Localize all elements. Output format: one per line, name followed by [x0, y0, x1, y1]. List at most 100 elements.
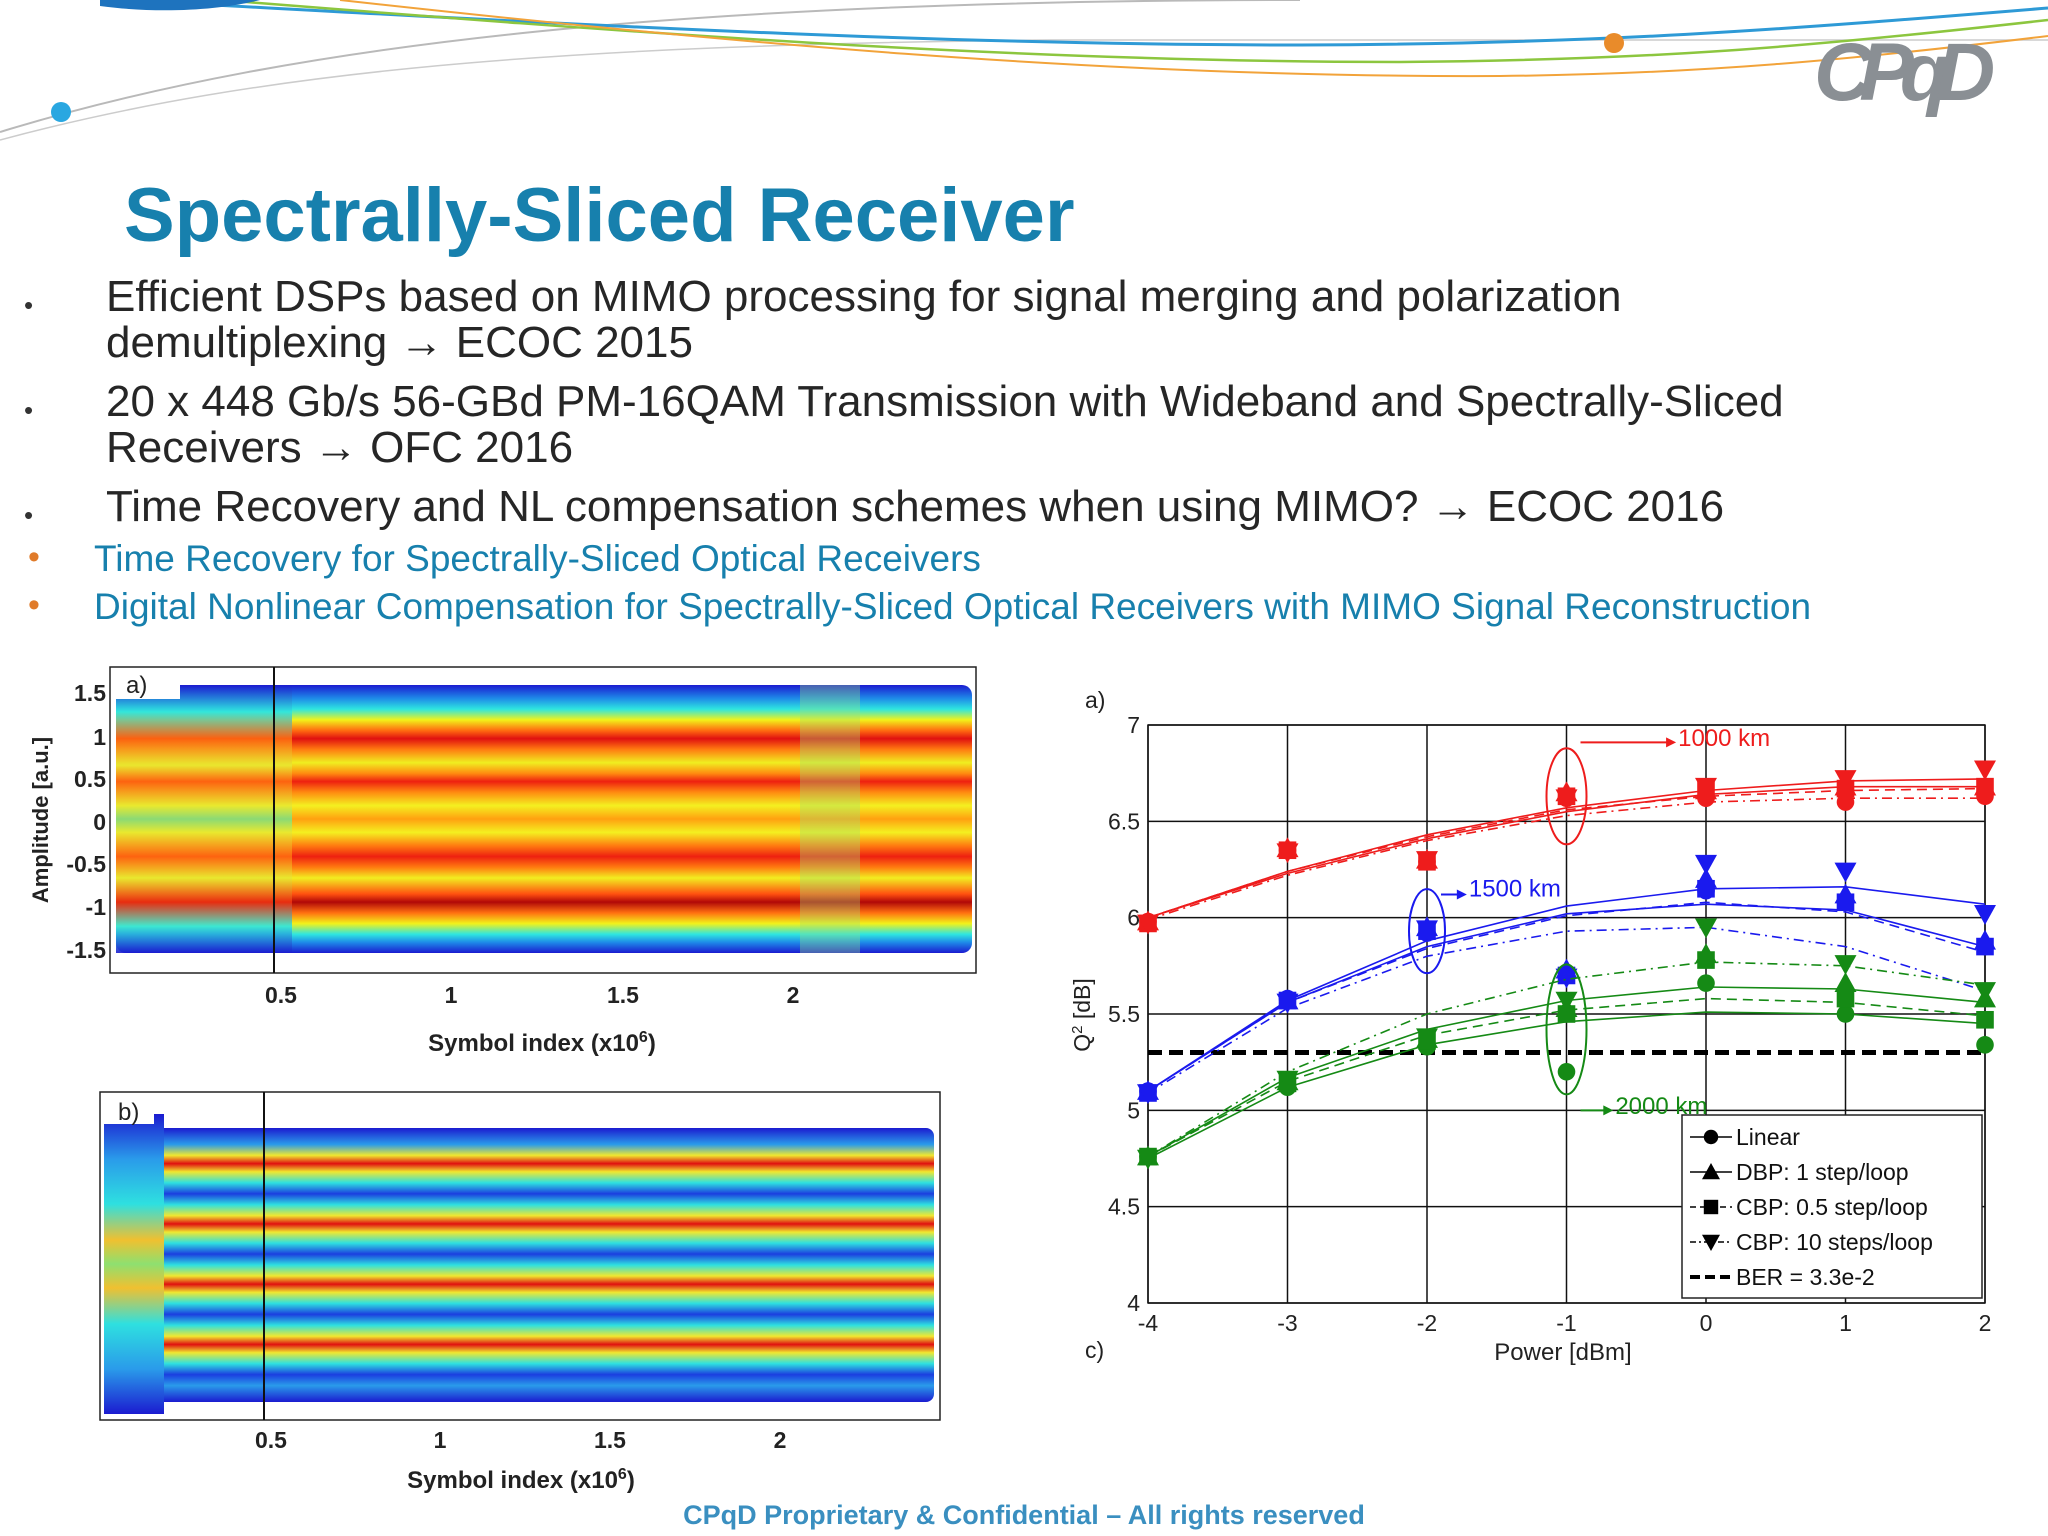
q2-vs-power-chart: a) c) Q2 [dB] Power [dBm] -4 -3 -2 -1 0 1 2 4 4.…	[1069, 687, 1996, 1366]
slide-title: Spectrally-Sliced Receiver	[124, 173, 1075, 258]
y-tick-label: 7	[1127, 712, 1140, 738]
x-tick-label: -2	[1417, 1310, 1437, 1336]
marker-triangle-down	[1416, 920, 1438, 941]
sub-bullet-dot-icon: •	[28, 538, 40, 576]
x-tick-label: -3	[1277, 1310, 1297, 1336]
annotation-ellipse	[1545, 963, 1588, 1096]
marker-triangle-up	[1834, 972, 1857, 992]
marker-triangle-down	[1834, 862, 1857, 883]
marker-triangle-down	[1702, 1234, 1720, 1251]
heatmap-b-xlabel: Symbol index (x106)	[407, 1466, 635, 1494]
bullet-1-line-2: demultiplexing → ECOC 2015	[106, 318, 693, 367]
marker-triangle-up	[1702, 1163, 1720, 1180]
marker-triangle-down	[1974, 905, 1996, 925]
orange-dot-icon	[1604, 33, 1624, 53]
footer-confidential: CPqD Proprietary & Confidential – All ri…	[683, 1500, 1365, 1530]
marker-square	[1976, 1010, 1994, 1029]
marker-triangle-down	[1276, 993, 1299, 1014]
marker-triangle-down	[1974, 982, 1996, 1002]
marker-triangle-down	[1416, 851, 1438, 871]
legend-label: CBP: 0.5 step/loop	[1736, 1194, 1928, 1220]
heatmap-a-xlabel: Symbol index (x106)	[428, 1029, 656, 1057]
marker-triangle-down	[1137, 914, 1159, 935]
marker-square	[1836, 893, 1855, 912]
marker-square	[1976, 937, 1994, 956]
annotation-arrowhead	[1603, 1105, 1614, 1116]
annotation-label: 1500 km	[1469, 875, 1561, 902]
marker-square	[1697, 879, 1715, 898]
x-tick: 0.5	[255, 1427, 287, 1453]
heatmap-b-figure: b) 0.5 1 1.5 2 Symbol index (x106)	[99, 1091, 941, 1494]
legend-label: DBP: 1 step/loop	[1736, 1159, 1909, 1185]
sub-bullet-2: Digital Nonlinear Compensation for Spect…	[94, 586, 1812, 627]
y-tick: -1	[86, 894, 107, 920]
marker-triangle-down	[1555, 789, 1578, 810]
chart-panel-label-top: a)	[1085, 687, 1105, 713]
cpqd-logo: CPqD	[1814, 27, 2007, 118]
marker-triangle-down	[1555, 991, 1578, 1012]
x-tick: 2	[774, 1427, 787, 1453]
marker-triangle-down	[1137, 1084, 1159, 1104]
y-tick: -1.5	[66, 937, 106, 963]
y-tick-label: 6.5	[1108, 808, 1140, 834]
marker-square	[1697, 951, 1715, 969]
bullet-dot-icon: •	[24, 395, 34, 425]
marker-square	[1557, 1005, 1576, 1023]
marker-triangle-down	[1834, 955, 1857, 975]
y-tick-label: 4.5	[1108, 1194, 1140, 1220]
marker-square	[1703, 1199, 1719, 1215]
blue-dot-icon	[51, 102, 71, 122]
bullet-2-line-1: 20 x 448 Gb/s 56-GBd PM-16QAM Transmissi…	[106, 377, 1784, 426]
marker-triangle-down	[1276, 843, 1299, 864]
chart-panel-label-bottom: c)	[1085, 1337, 1104, 1363]
x-tick: 1.5	[607, 982, 639, 1008]
bullet-dot-icon: •	[24, 500, 34, 530]
heatmap-a-figure: a) 1.5 1 0.5 0 -0.5 -1 -1.5 0.5 1 1.5 2 …	[28, 666, 977, 1057]
y-tick: 0.5	[74, 766, 106, 792]
marker-triangle-down	[1276, 1070, 1299, 1091]
marker-square	[1976, 777, 1994, 796]
header-decoration	[0, 0, 2048, 141]
annotation-label: 1000 km	[1678, 725, 1770, 752]
x-tick: 1	[434, 1427, 447, 1453]
y-tick-label: 5	[1127, 1097, 1140, 1123]
y-tick: 0	[93, 809, 106, 835]
x-tick: 1	[445, 982, 458, 1008]
marker-circle	[1836, 1005, 1855, 1023]
chart-xlabel: Power [dBm]	[1494, 1339, 1631, 1366]
marker-triangle-down	[1695, 777, 1717, 798]
x-tick-label: -4	[1138, 1310, 1159, 1336]
marker-triangle-down	[1695, 918, 1717, 939]
legend-label: Linear	[1736, 1124, 1800, 1150]
svg-text:CPqD: CPqD	[1814, 27, 1993, 118]
y-tick-label: 6	[1127, 905, 1140, 931]
marker-triangle-down	[1555, 968, 1578, 989]
x-tick-label: 2	[1979, 1310, 1992, 1336]
heatmap-a-panel-label: a)	[126, 672, 147, 699]
legend-label: CBP: 10 steps/loop	[1736, 1229, 1933, 1255]
y-tick: -0.5	[66, 851, 106, 877]
x-tick-label: 1	[1839, 1310, 1852, 1336]
bullet-3-line-1: Time Recovery and NL compensation scheme…	[106, 482, 1725, 531]
legend-label: BER = 3.3e-2	[1736, 1264, 1875, 1290]
marker-circle	[1703, 1129, 1719, 1145]
marker-square	[1836, 989, 1855, 1008]
marker-triangle-down	[1834, 770, 1857, 790]
marker-triangle-down	[1695, 854, 1717, 875]
sub-bullet-1: Time Recovery for Spectrally-Sliced Opti…	[94, 538, 981, 579]
y-tick: 1.5	[74, 680, 106, 706]
bullet-dot-icon: •	[24, 290, 34, 320]
annotation-arrowhead	[1456, 889, 1467, 900]
x-tick-label: -1	[1556, 1310, 1576, 1336]
x-tick: 0.5	[265, 982, 297, 1008]
chart-ylabel: Q2 [dB]	[1069, 978, 1095, 1052]
bullet-2-line-2: Receivers → OFC 2016	[106, 423, 574, 472]
x-tick: 2	[787, 982, 800, 1008]
bullet-1-line-1: Efficient DSPs based on MIMO processing …	[106, 272, 1622, 321]
marker-triangle-down	[1137, 1149, 1159, 1170]
marker-circle	[1976, 1036, 1994, 1054]
marker-circle	[1836, 793, 1855, 811]
y-tick-label: 4	[1127, 1290, 1140, 1316]
annotation-arrowhead	[1666, 737, 1677, 748]
x-tick-label: 0	[1700, 1310, 1713, 1336]
